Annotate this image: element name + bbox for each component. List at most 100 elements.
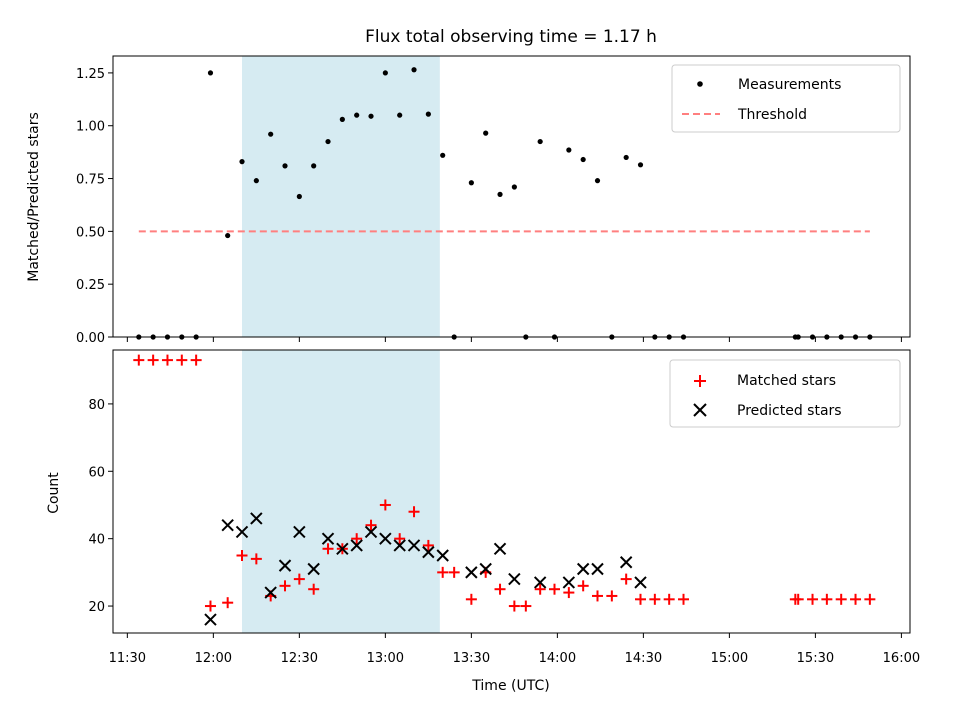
predicted-star-point: [293, 525, 306, 539]
predicted-star-point: [493, 542, 507, 555]
measurement-point: [425, 111, 431, 117]
top-y-tick-label: 0.50: [76, 225, 105, 240]
legend-measurements-marker: [697, 81, 703, 87]
legend-predicted-label: Predicted stars: [737, 403, 842, 419]
predicted-star-point: [379, 532, 392, 545]
predicted-star-point: [619, 556, 633, 569]
bottom-y-tick-label: 80: [88, 398, 105, 413]
top-y-tick-label: 0.00: [76, 331, 105, 346]
matched-star-point: [204, 600, 216, 612]
matched-star-point: [792, 593, 804, 605]
predicted-stars-points: [204, 512, 647, 626]
measurement-point: [311, 163, 317, 169]
matched-star-point: [835, 593, 847, 605]
x-tick-label: 12:00: [195, 651, 232, 666]
predicted-star-point: [204, 613, 217, 626]
matched-star-point: [635, 593, 647, 605]
legend-predicted-marker: [693, 403, 707, 417]
measurement-point: [637, 162, 644, 168]
measurement-point: [468, 180, 474, 186]
matched-star-point: [577, 580, 589, 592]
bottom-shaded-interval: [242, 350, 440, 633]
measurement-point: [268, 131, 274, 137]
matched-star-point: [821, 593, 833, 605]
top-shaded-interval: [242, 56, 440, 337]
matched-star-point: [394, 533, 406, 545]
matched-star-point: [222, 597, 234, 609]
matched-star-point: [465, 593, 477, 605]
matched-star-point: [592, 590, 604, 602]
predicted-star-point: [307, 562, 320, 576]
matched-star-point: [850, 593, 862, 605]
bottom-y-tick-label: 60: [88, 465, 105, 480]
legend-measurements-label: Measurements: [738, 77, 841, 93]
legend-matched-label: Matched stars: [737, 373, 836, 389]
measurement-point: [397, 112, 403, 118]
x-tick-label: 16:00: [883, 651, 920, 666]
predicted-star-point: [508, 572, 521, 586]
predicted-star-point: [465, 566, 478, 579]
matched-star-point: [563, 587, 575, 599]
x-tick-label: 12:30: [281, 651, 318, 666]
bottom-y-tick-label: 40: [88, 533, 105, 548]
matched-star-point: [250, 553, 262, 565]
predicted-star-point: [350, 539, 363, 552]
matched-star-point: [308, 583, 320, 595]
predicted-star-point: [336, 542, 349, 555]
measurement-point: [207, 70, 214, 76]
matched-star-point: [147, 354, 159, 366]
matched-star-point: [190, 354, 202, 366]
top-y-tick-label: 0.25: [76, 278, 105, 293]
matched-star-point: [606, 590, 618, 602]
x-tick-label: 14:30: [625, 651, 662, 666]
matched-star-point: [365, 519, 377, 531]
measurement-point: [511, 184, 517, 190]
measurement-point: [537, 138, 543, 145]
matched-star-point: [534, 583, 546, 595]
measurement-point: [282, 163, 288, 169]
matched-star-point: [807, 593, 819, 605]
predicted-star-point: [364, 525, 378, 539]
top-axes-frame: [112, 55, 911, 338]
measurement-point: [623, 154, 629, 161]
measurement-point: [382, 70, 388, 76]
measurement-point: [483, 130, 489, 136]
matched-star-point: [494, 583, 506, 595]
matched-star-point: [437, 566, 449, 578]
x-tick-label: 15:30: [797, 651, 834, 666]
top-legend-box: [671, 64, 901, 133]
legend-matched-marker: [694, 375, 706, 387]
matched-star-point: [620, 573, 632, 585]
predicted-star-point: [533, 576, 547, 589]
measurement-point: [411, 67, 417, 73]
top-y-tick-label: 0.75: [76, 173, 105, 188]
measurement-point: [354, 112, 360, 118]
measurement-point: [440, 152, 446, 158]
measurement-point: [580, 156, 586, 163]
x-tick-label: 15:00: [711, 651, 748, 666]
bottom-y-tick-label: 20: [88, 600, 105, 615]
matched-star-point: [236, 550, 248, 562]
measurement-point: [239, 159, 245, 165]
matched-star-point: [293, 573, 305, 585]
matched-star-point: [649, 593, 661, 605]
top-y-axis-label: Matched/Predicted stars: [26, 112, 42, 282]
matched-star-point: [322, 543, 334, 555]
matched-star-point: [161, 354, 173, 366]
matched-star-point: [422, 539, 434, 551]
x-tick-label: 14:00: [539, 651, 576, 666]
bottom-x-ticks: 11:30 12:00 12:30 13:00 13:30 14:00 14:30 15:00…: [109, 633, 920, 666]
measurement-point: [253, 178, 259, 184]
measurement-point: [497, 191, 503, 197]
matched-star-point: [176, 354, 188, 366]
top-y-ticks: 0.00 0.25 0.50 0.75 1.00 1.25: [76, 67, 113, 346]
predicted-star-point: [634, 576, 647, 589]
matched-star-point: [351, 533, 363, 545]
measurement-point: [225, 232, 231, 239]
measurement-point: [368, 113, 374, 119]
matched-star-point: [279, 580, 291, 592]
matched-star-point: [520, 600, 532, 612]
predicted-star-point: [321, 532, 335, 545]
x-axis-label: Time (UTC): [471, 678, 549, 694]
predicted-star-point: [235, 525, 249, 539]
